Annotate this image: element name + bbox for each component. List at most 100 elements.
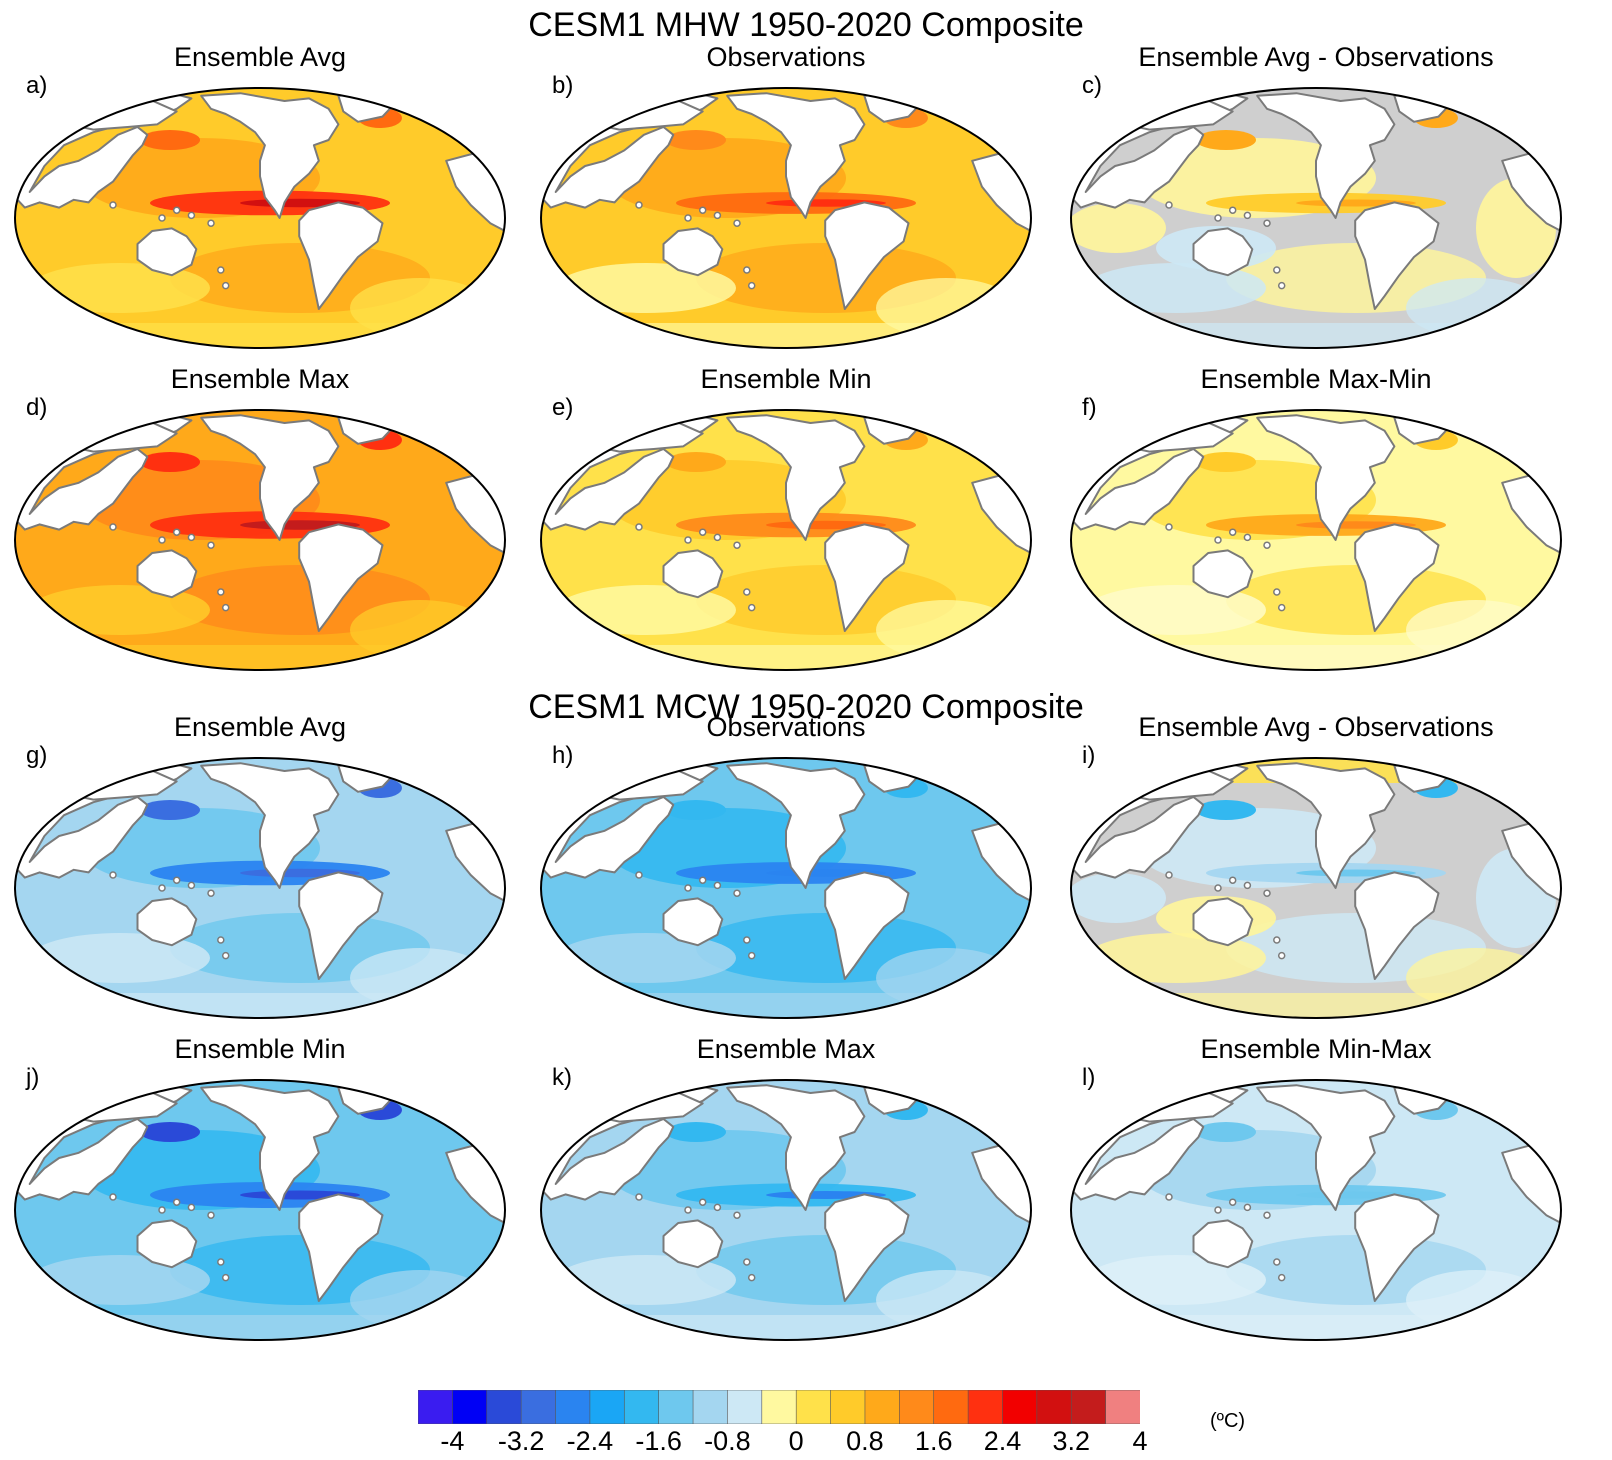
island (698, 206, 707, 214)
map-panel: Ensemble Min e) (526, 364, 1046, 684)
world-map (540, 409, 1032, 671)
island (684, 1206, 692, 1214)
map-panel: Ensemble Min j) (0, 1034, 520, 1354)
panel-title: Ensemble Avg (173, 42, 347, 72)
land-southAmerica (298, 1193, 384, 1302)
island (221, 603, 230, 612)
land-northAmerica (200, 762, 340, 889)
island (747, 281, 756, 290)
island (158, 214, 166, 222)
panel-letter: d) (26, 394, 48, 421)
panel-title: Ensemble Min (174, 1034, 346, 1064)
island (221, 1273, 230, 1282)
land-northAmerica (726, 762, 866, 889)
ocean-field (15, 1080, 505, 1340)
colorbar-swatch (555, 1390, 591, 1424)
world-map (540, 1079, 1032, 1341)
map-frame (540, 87, 1032, 349)
island (1228, 206, 1237, 214)
land-southAmerica (298, 201, 384, 310)
island (1277, 951, 1286, 960)
island (1228, 528, 1237, 536)
panel-letter: f) (1082, 394, 1097, 421)
map-frame (540, 1079, 1032, 1341)
island (1214, 536, 1222, 544)
colorbar-swatch (589, 1390, 626, 1424)
island (109, 201, 117, 209)
colorbar-swatch (1105, 1390, 1140, 1424)
colorbar-tick-label: 4 (1132, 1426, 1148, 1456)
island (1263, 219, 1271, 227)
panel-title: Ensemble Avg - Observations (1138, 42, 1494, 72)
land-southAmerica (1354, 201, 1440, 310)
island (1165, 1193, 1173, 1201)
world-map (1070, 1079, 1562, 1341)
colorbar (418, 1390, 1140, 1424)
island (172, 1198, 181, 1206)
island (172, 876, 181, 884)
land-northAmerica (726, 92, 866, 219)
island (635, 1193, 643, 1201)
colorbar-swatch (967, 1390, 1004, 1424)
island (713, 211, 722, 220)
land-southAmerica (298, 871, 384, 980)
island (217, 1258, 225, 1266)
island (221, 951, 230, 960)
ocean-field (15, 88, 505, 348)
colorbar-swatch (795, 1390, 832, 1424)
land-northAmerica (1256, 1084, 1396, 1211)
map-frame (14, 757, 506, 1019)
map-frame (14, 409, 506, 671)
colorbar-swatch (727, 1390, 763, 1424)
panel-letter: c) (1082, 72, 1102, 99)
land-southAmerica (824, 871, 910, 980)
world-map (14, 757, 506, 1019)
island (187, 881, 196, 890)
land-australia (136, 549, 198, 599)
panel-title: Ensemble Min-Max (1200, 1034, 1432, 1064)
island (1263, 541, 1271, 549)
colorbar-swatch (692, 1390, 729, 1424)
ocean-field (1071, 1080, 1561, 1340)
map-panel: Ensemble Max-Min f) (1056, 364, 1576, 684)
island (1165, 201, 1173, 209)
island (1263, 1211, 1271, 1219)
island (217, 936, 225, 944)
colorbar-swatch (761, 1390, 797, 1424)
island (743, 588, 751, 596)
island (187, 211, 196, 220)
land-australia (1192, 549, 1254, 599)
colorbar-tick-label: -4 (440, 1426, 465, 1456)
map-panel: Ensemble Avg - Observations c) (1056, 42, 1576, 362)
island (684, 214, 692, 222)
land-australia (1192, 227, 1254, 277)
world-map (14, 1079, 506, 1341)
colorbar-swatch (899, 1390, 935, 1424)
land-northAmerica (1256, 762, 1396, 889)
colorbar-swatch (658, 1390, 694, 1424)
island (733, 1211, 741, 1219)
ocean-field (15, 410, 505, 670)
island (1228, 876, 1237, 884)
colorbar-swatch (933, 1390, 969, 1424)
land-northAmerica (726, 414, 866, 541)
island (221, 281, 230, 290)
island (217, 266, 225, 274)
island (1214, 1206, 1222, 1214)
colorbar-tick-label: 0.8 (846, 1426, 884, 1456)
land-southAmerica (1354, 523, 1440, 632)
panel-title: Ensemble Min (700, 364, 872, 394)
ocean-field (1071, 410, 1561, 670)
colorbar-swatch (1070, 1390, 1107, 1424)
island (207, 1211, 215, 1219)
island (158, 536, 166, 544)
island (1228, 1198, 1237, 1206)
map-frame (540, 409, 1032, 671)
land-northAmerica (200, 1084, 340, 1211)
land-southAmerica (1354, 871, 1440, 980)
island (733, 541, 741, 549)
colorbar-swatch (830, 1390, 866, 1424)
island (217, 588, 225, 596)
island (698, 876, 707, 884)
world-map (540, 757, 1032, 1019)
